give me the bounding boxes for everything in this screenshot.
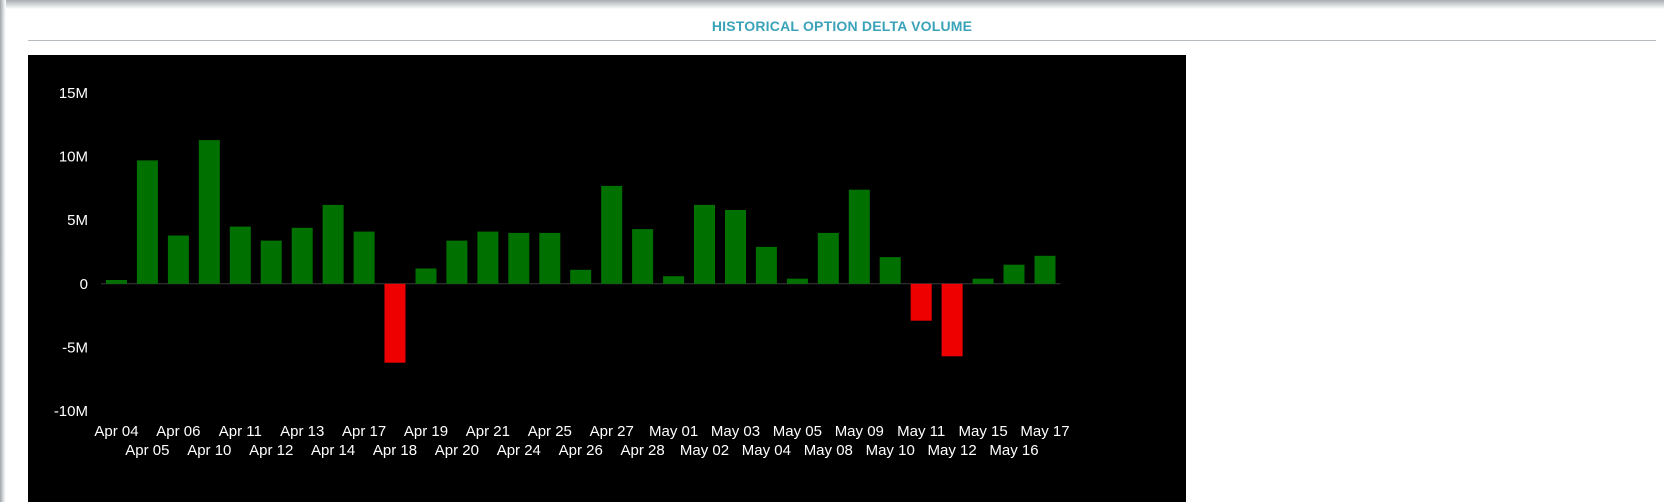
y-tick-label: 0 [80, 276, 88, 293]
y-tick-label: 10M [59, 149, 88, 166]
bar-apr-13[interactable] [291, 227, 313, 284]
bar-apr-06[interactable] [167, 235, 189, 284]
y-tick-label: 15M [59, 85, 88, 102]
y-tick-label: -5M [62, 339, 88, 356]
bar-may-15[interactable] [972, 278, 994, 284]
bar-apr-04[interactable] [106, 280, 127, 284]
x-tick-label: Apr 21 [466, 423, 510, 440]
x-tick-label: May 11 [897, 423, 945, 440]
x-tick-label: May 03 [711, 423, 760, 440]
bar-may-05[interactable] [786, 278, 808, 284]
x-tick-label: May 05 [773, 423, 822, 440]
x-tick-label: Apr 13 [280, 423, 324, 440]
x-tick-label: Apr 24 [497, 442, 541, 459]
x-tick-label: May 09 [835, 423, 884, 440]
y-tick-label: 5M [67, 212, 88, 229]
x-tick-label: May 15 [958, 423, 1007, 440]
x-axis: Apr 04 Apr 05 Apr 06 Apr 10 Apr 11 Apr 12 Apr … [94, 423, 1069, 459]
x-tick-label: Apr 06 [156, 423, 200, 440]
bar-may-08[interactable] [817, 232, 839, 284]
bar-apr-10[interactable] [198, 140, 220, 284]
bar-apr-27[interactable] [601, 185, 623, 284]
bar-apr-17[interactable] [353, 231, 375, 284]
bar-apr-19[interactable] [415, 268, 437, 284]
x-tick-label: Apr 19 [404, 423, 448, 440]
x-tick-label: May 12 [927, 442, 976, 459]
x-tick-label: Apr 25 [528, 423, 572, 440]
bar-apr-12[interactable] [260, 240, 282, 284]
x-tick-label: Apr 27 [590, 423, 634, 440]
x-tick-label: Apr 17 [342, 423, 386, 440]
bar-apr-14[interactable] [322, 204, 344, 284]
bar-apr-24[interactable] [508, 232, 530, 284]
x-tick-label: May 16 [989, 442, 1038, 459]
x-tick-label: Apr 04 [94, 423, 138, 440]
bar-apr-11[interactable] [229, 226, 251, 284]
bar-apr-20[interactable] [446, 240, 468, 284]
x-tick-label: Apr 26 [559, 442, 603, 459]
x-tick-label: Apr 12 [249, 442, 293, 459]
x-tick-label: Apr 14 [311, 442, 355, 459]
x-tick-label: Apr 18 [373, 442, 417, 459]
x-tick-label: May 08 [804, 442, 853, 459]
bar-apr-28[interactable] [632, 229, 654, 284]
bar-may-04[interactable] [755, 246, 777, 284]
x-tick-label: Apr 05 [125, 442, 169, 459]
bar-may-01[interactable] [663, 276, 685, 284]
bar-apr-05[interactable] [136, 160, 158, 284]
window-top-shadow [0, 0, 1664, 9]
bar-may-16[interactable] [1003, 264, 1025, 284]
title-divider [28, 40, 1656, 41]
x-tick-label: Apr 10 [187, 442, 231, 459]
bar-apr-21[interactable] [477, 231, 499, 284]
x-tick-label: Apr 20 [435, 442, 479, 459]
bar-may-12[interactable] [941, 283, 963, 357]
bar-apr-26[interactable] [570, 269, 592, 284]
x-tick-label: May 04 [742, 442, 791, 459]
bar-may-17[interactable] [1034, 255, 1056, 284]
bar-apr-18[interactable] [384, 283, 406, 363]
panel-title: HISTORICAL OPTION DELTA VOLUME [711, 18, 973, 34]
bar-apr-25[interactable] [539, 232, 561, 284]
x-tick-label: May 10 [866, 442, 915, 459]
x-tick-label: May 17 [1020, 423, 1069, 440]
bar-may-09[interactable] [848, 189, 870, 284]
x-tick-label: May 02 [680, 442, 729, 459]
x-tick-label: Apr 11 [219, 423, 262, 440]
bars [101, 140, 1061, 363]
bar-may-10[interactable] [879, 257, 901, 284]
y-tick-label: -10M [54, 403, 88, 420]
bar-may-02[interactable] [694, 204, 715, 284]
x-tick-label: Apr 28 [620, 442, 664, 459]
y-axis: 15M 10M 5M 0 -5M -10M [54, 85, 88, 420]
x-tick-label: May 01 [649, 423, 698, 440]
chart-svg: 15M 10M 5M 0 -5M -10M Apr 04 Apr 05 Apr 06 Apr 1… [54, 85, 1070, 459]
window-left-edge [0, 0, 6, 502]
bar-may-11[interactable] [910, 283, 932, 321]
delta-volume-chart: 15M 10M 5M 0 -5M -10M Apr 04 Apr 05 Apr 06 Apr 1… [28, 55, 1186, 502]
bar-may-03[interactable] [725, 210, 746, 284]
